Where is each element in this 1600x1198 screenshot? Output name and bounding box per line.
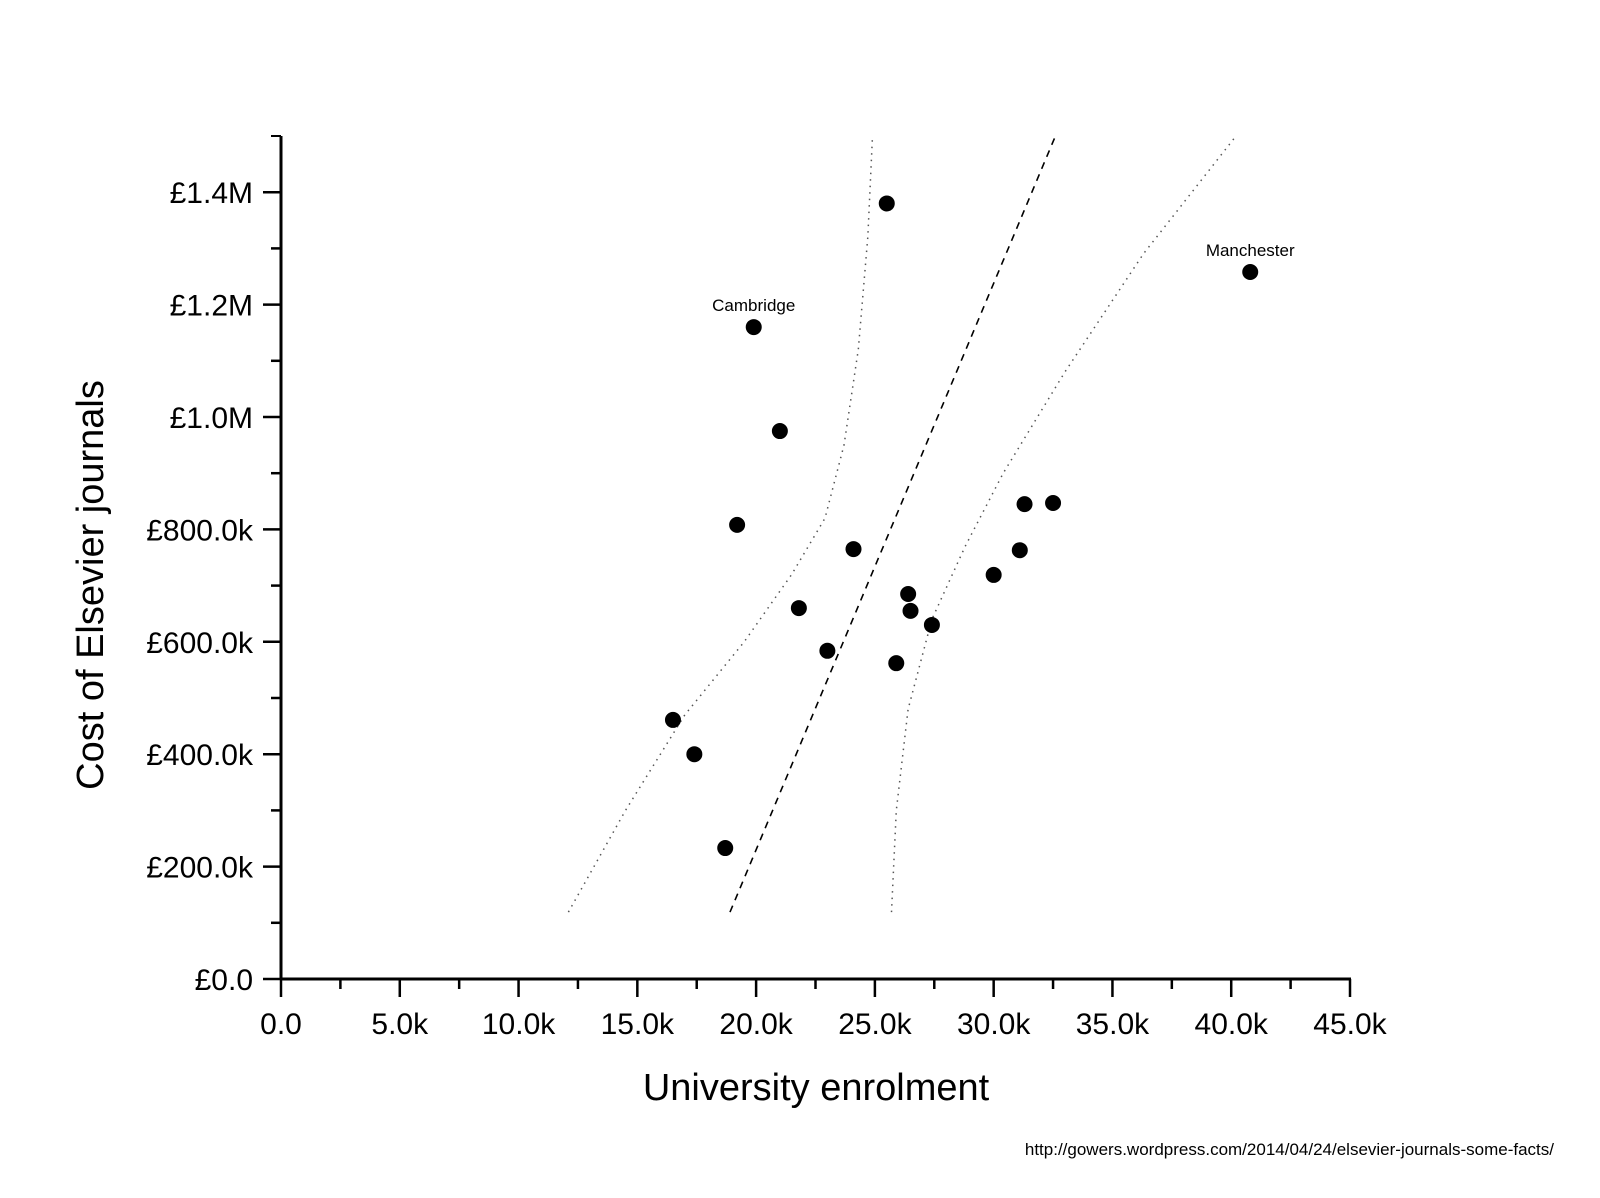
x-tick-label: 15.0k: [601, 1008, 675, 1041]
y-tick-label: £400.0k: [146, 739, 254, 772]
x-tick-label: 25.0k: [838, 1008, 912, 1041]
data-point: [771, 423, 788, 440]
y-tick-label: £600.0k: [146, 627, 254, 660]
y-tick-label: £1.0M: [170, 402, 253, 435]
y-tick-label: £200.0k: [146, 852, 254, 885]
confidence-bands: [567, 135, 1237, 913]
x-tick-label: 0.0: [260, 1008, 302, 1041]
data-point: [888, 655, 905, 672]
x-tick-label: 10.0k: [482, 1008, 556, 1041]
data-point-manchester: [1242, 264, 1259, 281]
axes: [271, 135, 1351, 981]
data-point: [845, 541, 862, 558]
data-point: [717, 840, 734, 857]
x-tick-label: 45.0k: [1313, 1008, 1387, 1041]
x-tick-label: 35.0k: [1076, 1008, 1150, 1041]
data-point: [1045, 494, 1062, 511]
data-point: [790, 600, 807, 617]
data-point: [985, 566, 1002, 583]
y-tick-label: £1.2M: [170, 290, 253, 323]
data-point: [1016, 496, 1033, 513]
data-points: [664, 195, 1259, 857]
data-point: [923, 616, 940, 633]
data-point: [902, 602, 919, 619]
annotation-cambridge: Cambridge: [712, 296, 795, 315]
data-point: [729, 516, 746, 533]
x-axis-label: University enrolment: [643, 1067, 990, 1109]
x-axis-ticks: 0.0 5.0k 10.0k 15.0k 20.0k 25.0k 30.0k 35.0k 40.…: [260, 979, 1388, 1041]
source-url: http://gowers.wordpress.com/2014/04/24/e…: [1024, 1140, 1554, 1159]
annotation-manchester: Manchester: [1206, 241, 1295, 260]
fit-line: [729, 135, 1057, 913]
y-axis-ticks: £0.0 £200.0k £400.0k £600.0k £800.0k £1.0M £1.…: [146, 177, 281, 997]
data-point: [1011, 542, 1028, 559]
confidence-band-1: [567, 135, 874, 913]
y-tick-label: £0.0: [195, 964, 253, 997]
data-point: [900, 586, 917, 603]
y-tick-label: £1.4M: [170, 177, 253, 210]
x-tick-label: 40.0k: [1195, 1008, 1269, 1041]
x-tick-label: 20.0k: [719, 1008, 793, 1041]
point-annotations: Cambridge Manchester: [712, 241, 1295, 315]
data-point: [686, 746, 703, 763]
y-axis-label: Cost of Elsevier journals: [70, 380, 112, 790]
x-tick-label: 5.0k: [371, 1008, 429, 1041]
data-point: [819, 642, 836, 659]
y-tick-label: £800.0k: [146, 514, 254, 547]
x-tick-label: 30.0k: [957, 1008, 1031, 1041]
confidence-band-2: [890, 135, 1237, 913]
linear-fit-line: [729, 135, 1057, 913]
data-point: [878, 195, 895, 212]
data-point-cambridge: [745, 319, 762, 336]
data-point: [664, 711, 681, 728]
